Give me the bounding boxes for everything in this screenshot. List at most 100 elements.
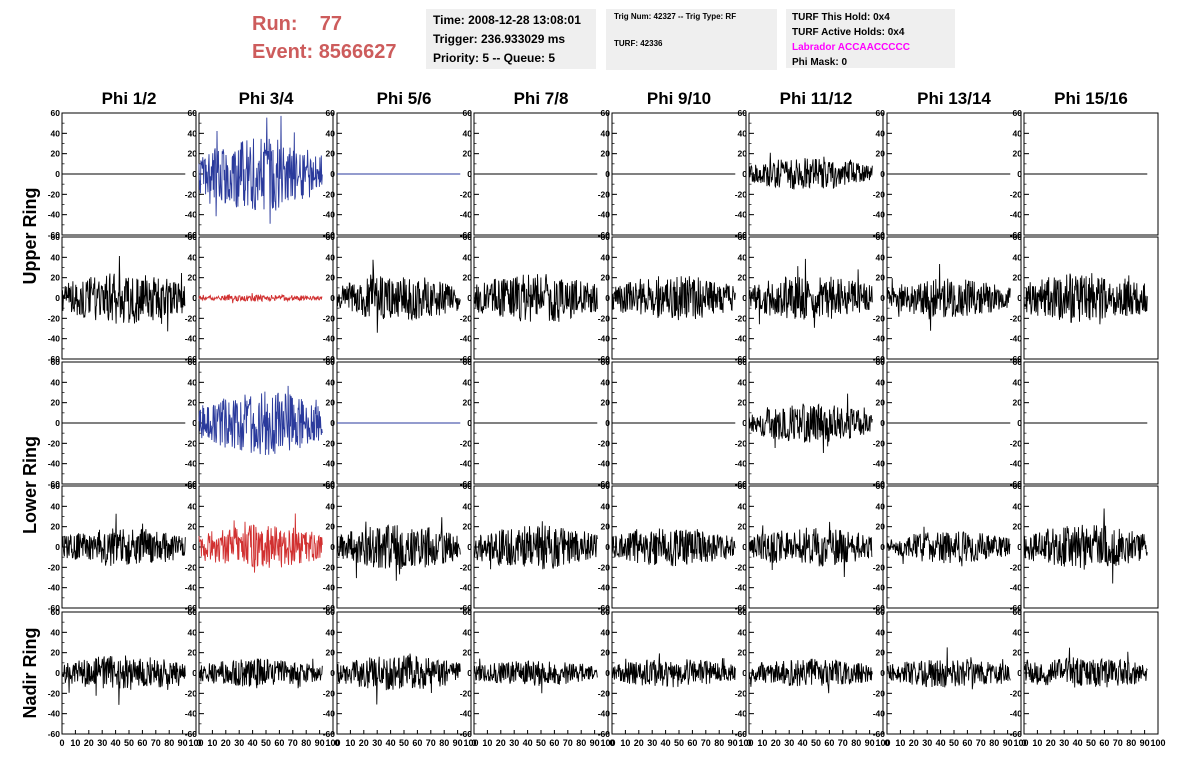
panel-r3-c8: -60 -40 -20 0 20 40 60 bbox=[1010, 357, 1159, 489]
y-tick-label: 20 bbox=[188, 273, 198, 283]
x-tick-label: 0 bbox=[746, 738, 751, 748]
y-tick-label: -40 bbox=[873, 459, 886, 469]
y-tick-label: 20 bbox=[1013, 648, 1023, 658]
x-tick-label: 50 bbox=[399, 738, 409, 748]
x-tick-label: 30 bbox=[1059, 738, 1069, 748]
y-tick-label: 20 bbox=[738, 522, 748, 532]
x-tick-label: 0 bbox=[59, 738, 64, 748]
y-tick-label: -40 bbox=[48, 334, 61, 344]
waveform-trace bbox=[473, 521, 598, 570]
y-tick-label: 40 bbox=[326, 501, 336, 511]
y-tick-label: -40 bbox=[48, 709, 61, 719]
x-tick-label: 20 bbox=[909, 738, 919, 748]
x-tick-label: 100 bbox=[1150, 738, 1165, 748]
y-tick-label: 20 bbox=[463, 648, 473, 658]
y-tick-label: 0 bbox=[880, 293, 885, 303]
panel-r4-c5: -60 -40 -20 0 20 40 60 bbox=[598, 481, 747, 613]
run-label: Run: bbox=[252, 13, 298, 35]
y-tick-label: 20 bbox=[51, 273, 61, 283]
x-tick-label: 0 bbox=[471, 738, 476, 748]
y-tick-label: 0 bbox=[192, 169, 197, 179]
waveform-trace bbox=[198, 293, 323, 304]
y-tick-label: -20 bbox=[185, 688, 198, 698]
y-tick-label: -60 bbox=[1010, 603, 1023, 613]
y-tick-label: -20 bbox=[873, 562, 886, 572]
run-row: Run: 77 bbox=[252, 10, 397, 38]
y-tick-label: -20 bbox=[598, 688, 611, 698]
y-tick-label: 60 bbox=[1013, 357, 1023, 367]
waveform-trace bbox=[473, 658, 598, 694]
y-tick-label: -20 bbox=[48, 189, 61, 199]
y-tick-label: 0 bbox=[467, 418, 472, 428]
y-tick-label: -60 bbox=[1010, 354, 1023, 364]
y-tick-label: -40 bbox=[48, 210, 61, 220]
y-tick-label: 40 bbox=[51, 627, 61, 637]
y-tick-label: 0 bbox=[330, 542, 335, 552]
y-tick-label: 20 bbox=[326, 648, 336, 658]
panel-r3-c3: -60 -40 -20 0 20 40 60 bbox=[323, 357, 472, 489]
panel-r1-c6: -60 -40 -20 0 20 40 60 bbox=[735, 108, 884, 240]
event-label: Event: bbox=[252, 41, 314, 63]
y-tick-label: -40 bbox=[1010, 334, 1023, 344]
waveform-trace bbox=[748, 658, 873, 694]
y-tick-label: 60 bbox=[188, 357, 198, 367]
x-tick-label: 80 bbox=[576, 738, 586, 748]
y-tick-label: 40 bbox=[51, 128, 61, 138]
y-tick-label: 60 bbox=[326, 357, 336, 367]
y-tick-label: 40 bbox=[738, 501, 748, 511]
y-tick-label: -60 bbox=[1010, 729, 1023, 739]
y-tick-label: 60 bbox=[601, 481, 611, 491]
run-value: 77 bbox=[319, 13, 343, 35]
y-tick-label: 60 bbox=[1013, 232, 1023, 242]
x-tick-label: 70 bbox=[563, 738, 573, 748]
event-value: 8566627 bbox=[318, 41, 397, 63]
x-tick-label: 90 bbox=[728, 738, 738, 748]
y-tick-label: -40 bbox=[1010, 210, 1023, 220]
y-tick-label: 0 bbox=[605, 293, 610, 303]
x-tick-label: 40 bbox=[386, 738, 396, 748]
y-tick-label: 0 bbox=[192, 542, 197, 552]
y-tick-label: 20 bbox=[876, 648, 886, 658]
waveform-trace bbox=[473, 274, 598, 322]
y-tick-label: -20 bbox=[323, 438, 336, 448]
y-tick-label: 20 bbox=[51, 648, 61, 658]
y-tick-label: 60 bbox=[326, 232, 336, 242]
y-tick-label: -60 bbox=[185, 230, 198, 240]
y-tick-label: 60 bbox=[601, 607, 611, 617]
y-tick-label: 40 bbox=[601, 627, 611, 637]
y-tick-label: -60 bbox=[323, 354, 336, 364]
panel-r3-c1: -60 -40 -20 0 20 40 60 bbox=[48, 357, 197, 489]
y-tick-label: -40 bbox=[323, 709, 336, 719]
y-tick-label: 40 bbox=[876, 501, 886, 511]
y-tick-label: -40 bbox=[1010, 583, 1023, 593]
x-tick-label: 100 bbox=[600, 738, 615, 748]
row-label-lower-ring: Lower Ring bbox=[20, 436, 40, 534]
panel-r2-c6: -60 -40 -20 0 20 40 60 bbox=[735, 232, 884, 364]
y-tick-label: -20 bbox=[873, 438, 886, 448]
panel-r2-c4: -60 -40 -20 0 20 40 60 bbox=[460, 232, 609, 364]
y-tick-label: -40 bbox=[873, 334, 886, 344]
panel-r3-c6: -60 -40 -20 0 20 40 60 bbox=[735, 357, 884, 489]
y-tick-label: -60 bbox=[735, 479, 748, 489]
y-tick-label: 40 bbox=[51, 252, 61, 262]
y-tick-label: 40 bbox=[326, 377, 336, 387]
y-tick-label: 20 bbox=[738, 149, 748, 159]
y-tick-label: 40 bbox=[738, 252, 748, 262]
turf-this-hold-text: TURF This Hold: 0x4 bbox=[792, 12, 890, 23]
x-tick-label: 40 bbox=[1073, 738, 1083, 748]
y-tick-label: 40 bbox=[463, 252, 473, 262]
y-tick-label: -40 bbox=[185, 583, 198, 593]
y-tick-label: -20 bbox=[1010, 189, 1023, 199]
y-tick-label: -20 bbox=[323, 189, 336, 199]
x-tick-label: 100 bbox=[188, 738, 203, 748]
waveform-trace bbox=[748, 152, 873, 190]
y-tick-label: -40 bbox=[323, 334, 336, 344]
y-tick-label: 60 bbox=[601, 357, 611, 367]
y-tick-label: -20 bbox=[185, 313, 198, 323]
waveform-trace bbox=[336, 517, 461, 581]
panel-r3-c7: -60 -40 -20 0 20 40 60 bbox=[873, 357, 1022, 489]
y-tick-label: -60 bbox=[873, 230, 886, 240]
